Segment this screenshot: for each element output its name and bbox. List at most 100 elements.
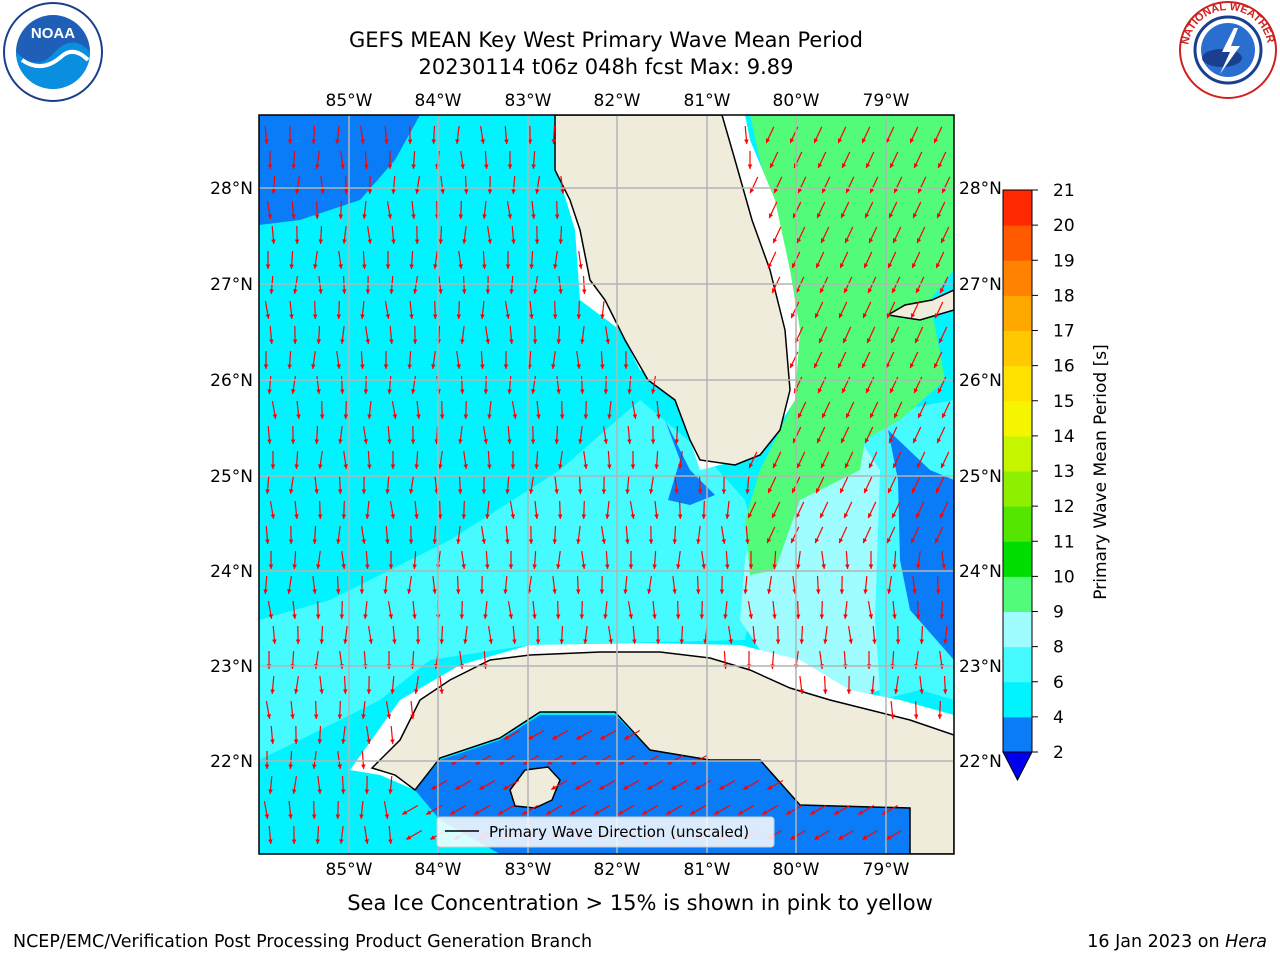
- wave-direction-arrowhead: [798, 413, 803, 419]
- wave-direction-arrowhead: [893, 463, 898, 469]
- wave-direction-arrowhead: [576, 364, 581, 369]
- wave-direction-arrowhead: [814, 363, 819, 369]
- wave-direction-arrowhead: [815, 538, 820, 544]
- wave-direction-arrowhead: [738, 810, 744, 815]
- wave-direction-arrowhead: [890, 388, 895, 394]
- wave-direction-arrowhead: [766, 138, 771, 144]
- wave-direction-arrowhead: [383, 589, 388, 594]
- wave-direction-arrowhead: [533, 289, 538, 294]
- wave-direction-arrowhead: [797, 238, 802, 244]
- wave-direction-arrowhead: [889, 438, 894, 444]
- wave-direction-arrowhead: [576, 735, 582, 740]
- wave-direction-arrowhead: [599, 785, 605, 790]
- wave-direction-arrowhead: [599, 589, 605, 594]
- colorbar-segment: [1003, 225, 1032, 261]
- wave-direction-arrowhead: [531, 164, 536, 169]
- wave-direction-arrowhead: [360, 364, 365, 369]
- wave-direction-arrowhead: [749, 463, 754, 469]
- wave-direction-arrowhead: [392, 639, 397, 644]
- wave-direction-arrowhead: [625, 489, 630, 494]
- wave-direction-arrowhead: [822, 413, 827, 419]
- colorbar-segment: [1003, 611, 1032, 648]
- wave-direction-arrowhead: [366, 739, 371, 744]
- wave-direction-arrowhead: [510, 514, 516, 519]
- wave-direction-arrowhead: [913, 714, 919, 719]
- wave-direction-arrowhead: [696, 539, 701, 544]
- wave-direction-arrowhead: [459, 614, 465, 619]
- wave-direction-arrowhead: [270, 689, 275, 694]
- wave-direction-arrowhead: [267, 389, 272, 394]
- wave-direction-arrowhead: [340, 789, 346, 794]
- wave-direction-arrowhead: [914, 388, 919, 394]
- longitude-label: 80°W: [773, 91, 820, 111]
- wave-direction-arrowhead: [431, 139, 437, 144]
- wave-direction-arrowhead: [487, 189, 493, 194]
- wave-direction-arrowhead: [483, 439, 488, 444]
- wave-direction-arrowhead: [938, 388, 943, 394]
- wave-direction-arrowhead: [600, 364, 605, 369]
- wave-direction-arrowhead: [426, 810, 432, 815]
- wave-direction-arrowhead: [291, 164, 296, 169]
- wave-direction-arrowhead: [313, 264, 318, 269]
- wave-direction-arrowhead: [409, 489, 414, 494]
- wave-direction-arrowhead: [410, 714, 415, 719]
- wave-direction-arrowhead: [870, 413, 875, 419]
- wave-direction-arrowhead: [594, 810, 600, 815]
- wave-direction-arrowhead: [458, 439, 463, 444]
- wave-direction-arrowhead: [335, 139, 340, 144]
- wave-direction-arrowhead: [916, 564, 921, 569]
- wave-direction-arrowhead: [532, 614, 537, 619]
- wave-direction-arrowhead: [339, 389, 345, 394]
- wave-direction-arrowhead: [725, 514, 730, 519]
- wave-direction-arrowhead: [848, 639, 853, 644]
- land-cuba: [370, 651, 954, 854]
- noaa-logo-icon: NOAA: [3, 2, 103, 102]
- wave-direction-arrowhead: [554, 439, 560, 444]
- wave-direction-arrowhead: [652, 564, 657, 569]
- wave-direction-arrowhead: [679, 639, 685, 644]
- wave-direction-arrowhead: [438, 289, 443, 294]
- wave-direction-arrowhead: [553, 264, 558, 269]
- wave-direction-arrowhead: [695, 785, 701, 790]
- wave-direction-arrowhead: [701, 564, 706, 569]
- footer-date-text: 16 Jan 2023 on: [1087, 932, 1226, 952]
- wave-direction-arrowhead: [360, 314, 365, 319]
- wave-direction-arrowhead: [291, 389, 296, 394]
- wave-direction-arrowhead: [263, 364, 269, 369]
- wave-direction-arrowhead: [628, 614, 634, 619]
- wave-direction-arrowhead: [272, 639, 277, 644]
- wave-direction-arrowhead: [551, 785, 557, 790]
- wave-direction-arrowhead: [672, 539, 678, 544]
- wave-direction-arrowhead: [529, 264, 534, 269]
- wave-direction-arrowhead: [552, 539, 558, 544]
- wave-direction-arrowhead: [915, 614, 921, 619]
- wave-direction-arrowhead: [815, 313, 820, 319]
- wave-direction-arrowhead: [941, 564, 946, 569]
- wave-direction-arrowhead: [817, 213, 822, 219]
- wave-direction-arrowhead: [485, 514, 490, 519]
- wave-direction-arrowhead: [821, 238, 826, 244]
- wave-direction-arrowhead: [862, 363, 867, 369]
- wave-direction-arrowhead: [772, 513, 777, 519]
- wave-direction-arrowhead: [772, 564, 777, 569]
- wave-direction-arrowhead: [840, 263, 845, 269]
- plot-subtitle: 20230114 t06z 048h fcst Max: 9.89: [418, 55, 794, 79]
- wave-direction-arrowhead: [666, 810, 672, 815]
- wave-direction-arrowhead: [719, 589, 725, 594]
- wave-direction-arrowhead: [455, 785, 461, 790]
- wave-direction-arrowhead: [407, 589, 412, 594]
- colorbar-segment: [1003, 435, 1032, 472]
- wave-direction-arrowhead: [268, 789, 273, 794]
- wave-direction-arrowhead: [458, 264, 463, 269]
- wave-direction-arrowhead: [414, 239, 420, 244]
- colorbar-tick-label: 21: [1053, 181, 1075, 201]
- wave-direction-arrowhead: [940, 513, 945, 519]
- wave-direction-arrowhead: [482, 264, 487, 269]
- wave-direction-arrowhead: [387, 389, 392, 394]
- wave-direction-arrowhead: [748, 564, 754, 569]
- wave-direction-arrowhead: [762, 810, 768, 815]
- wave-direction-arrowhead: [293, 739, 299, 744]
- wave-direction-arrowhead: [365, 289, 371, 294]
- map-panel: [259, 115, 954, 854]
- wave-direction-arrowhead: [362, 264, 367, 269]
